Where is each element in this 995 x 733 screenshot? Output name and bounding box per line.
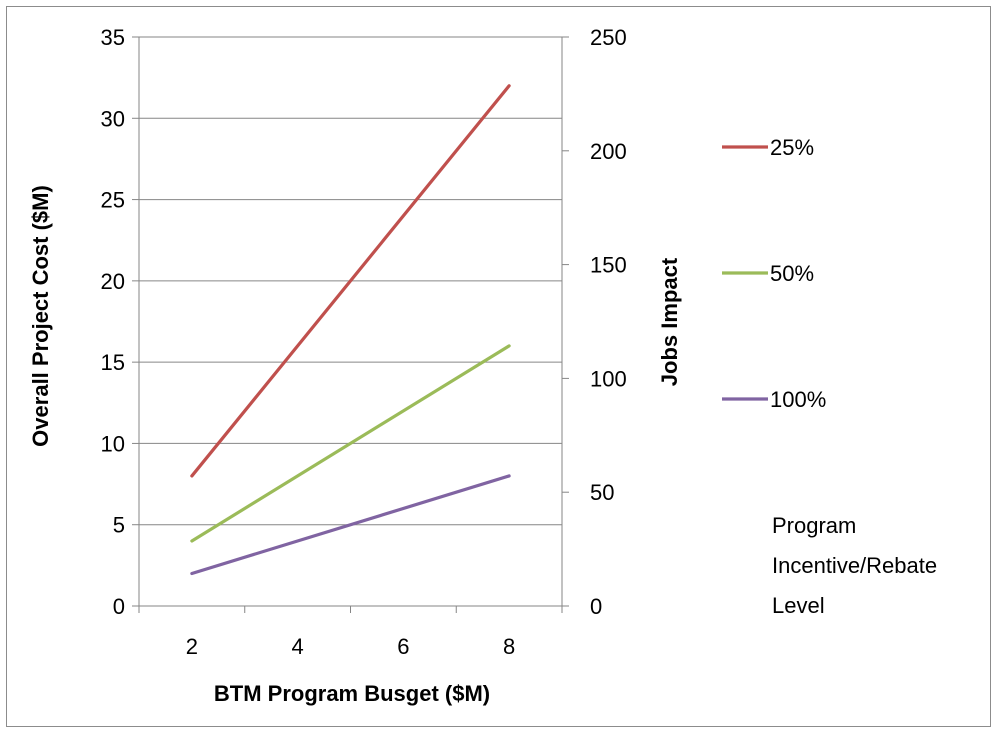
axes [138, 37, 563, 607]
line-chart: 0 5 10 15 20 25 30 35 0 50 100 150 200 250 2 4 6 8 BTM … [28, 25, 937, 706]
y2-axis-ticks: 0 50 100 150 200 250 [562, 25, 627, 619]
legend-label: 100% [770, 387, 826, 412]
legend-label: 25% [770, 135, 814, 160]
y-tick-label: 5 [113, 513, 125, 538]
x-axis-ticks: 2 4 6 8 [138, 606, 563, 659]
y2-tick-label: 0 [590, 594, 602, 619]
legend: 25% 50% 100% [722, 135, 826, 412]
y2-tick-label: 200 [590, 139, 627, 164]
x-axis-title: BTM Program Busget ($M) [214, 681, 490, 706]
chart-frame: 0 5 10 15 20 25 30 35 0 50 100 150 200 250 2 4 6 8 BTM … [6, 6, 991, 727]
legend-note-line-3: Level [772, 593, 825, 618]
legend-note-line-1: Program [772, 513, 856, 538]
y-tick-label: 10 [101, 431, 125, 456]
y2-axis-title: Jobs Impact [657, 257, 682, 386]
series-lines [190, 84, 511, 576]
y2-tick-label: 100 [590, 366, 627, 391]
y-tick-label: 20 [101, 269, 125, 294]
y2-tick-label: 150 [590, 253, 627, 278]
y-axis-title: Overall Project Cost ($M) [28, 185, 53, 447]
y-tick-label: 15 [101, 350, 125, 375]
x-tick-label: 8 [503, 634, 515, 659]
legend-note: Program Incentive/Rebate Level [772, 513, 937, 618]
series-line-2 [190, 344, 511, 543]
y2-tick-label: 250 [590, 25, 627, 50]
y2-tick-label: 50 [590, 480, 614, 505]
legend-note-line-2: Incentive/Rebate [772, 553, 937, 578]
y-tick-label: 25 [101, 188, 125, 213]
series-line-1 [190, 84, 511, 478]
y-tick-label: 35 [101, 25, 125, 50]
y-tick-label: 30 [101, 106, 125, 131]
x-tick-label: 2 [186, 634, 198, 659]
x-tick-label: 4 [292, 634, 304, 659]
legend-label: 50% [770, 261, 814, 286]
x-tick-label: 6 [397, 634, 409, 659]
y-axis-ticks: 0 5 10 15 20 25 30 35 [101, 25, 139, 619]
series-line-3 [190, 474, 511, 576]
gridlines [139, 36, 562, 526]
y-tick-label: 0 [113, 594, 125, 619]
